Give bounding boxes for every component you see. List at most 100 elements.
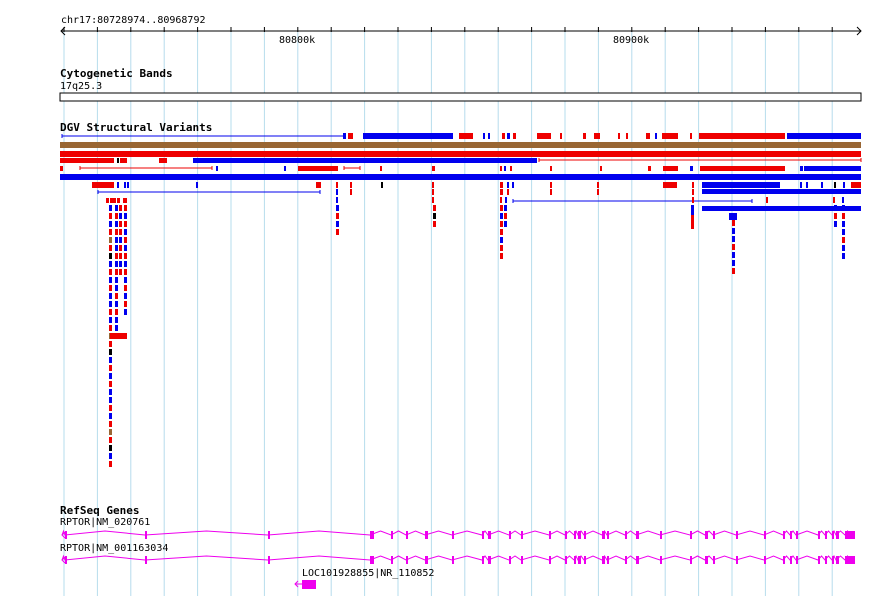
rptor-nm-001163034-exon[interactable] [549, 556, 551, 564]
rptor-nm-001163034-exon[interactable] [690, 556, 692, 564]
variant-feature[interactable] [124, 293, 127, 299]
variant-feature[interactable] [60, 142, 861, 148]
variant-feature[interactable] [537, 133, 551, 139]
variant-feature[interactable] [109, 221, 112, 227]
variant-feature[interactable] [500, 189, 503, 195]
variant-feature[interactable] [690, 133, 692, 139]
rptor-nm-001163034-exon[interactable] [845, 556, 855, 564]
variant-feature[interactable] [702, 189, 861, 194]
variant-feature[interactable] [336, 213, 339, 219]
rptor-nm-001163034-exon[interactable] [818, 556, 820, 564]
variant-feature[interactable] [350, 189, 352, 195]
variant-feature[interactable] [700, 166, 785, 171]
rptor-nm-020761-exon[interactable] [509, 531, 511, 539]
rptor-nm-020761-exon[interactable] [370, 531, 374, 539]
rptor-nm-020761-exon[interactable] [578, 531, 581, 539]
rptor-nm-020761-exon[interactable] [764, 531, 766, 539]
rptor-nm-020761-exon[interactable] [521, 531, 523, 539]
variant-feature[interactable] [732, 260, 735, 266]
variant-feature[interactable] [159, 158, 167, 163]
variant-feature[interactable] [123, 198, 127, 203]
variant-feature[interactable] [109, 405, 112, 411]
rptor-nm-020761-exon[interactable] [713, 531, 715, 539]
variant-feature[interactable] [842, 205, 845, 211]
variant-feature[interactable] [663, 182, 677, 188]
rptor-nm-020761-exon[interactable] [825, 531, 827, 539]
rptor-nm-001163034-exon[interactable] [145, 556, 147, 564]
variant-feature[interactable] [336, 205, 339, 211]
loc101928855-exon[interactable] [302, 580, 316, 589]
variant-feature[interactable] [109, 261, 112, 267]
rptor-nm-020761-exon[interactable] [565, 531, 567, 539]
variant-feature[interactable] [729, 213, 737, 220]
variant-feature[interactable] [109, 269, 112, 275]
variant-feature[interactable] [109, 309, 112, 315]
variant-feature[interactable] [662, 133, 678, 139]
rptor-nm-001163034-exon[interactable] [584, 556, 586, 564]
variant-feature[interactable] [732, 252, 735, 258]
variant-feature[interactable] [119, 261, 122, 267]
rptor-nm-020761-exon[interactable] [549, 531, 551, 539]
variant-feature[interactable] [109, 293, 112, 299]
rptor-nm-001163034-exon[interactable] [488, 556, 491, 564]
variant-feature[interactable] [124, 301, 127, 307]
variant-feature[interactable] [115, 309, 118, 315]
variant-feature[interactable] [109, 213, 112, 219]
rptor-nm-020761-exon[interactable] [660, 531, 662, 539]
rptor-nm-001163034-exon[interactable] [825, 556, 827, 564]
rptor-nm-020761-exon[interactable] [482, 531, 484, 539]
variant-feature[interactable] [500, 205, 503, 211]
variant-feature[interactable] [109, 325, 112, 331]
variant-feature[interactable] [842, 229, 845, 235]
rptor-nm-001163034-exon[interactable] [482, 556, 484, 564]
variant-feature[interactable] [381, 182, 383, 188]
variant-feature[interactable] [512, 182, 514, 188]
variant-feature[interactable] [550, 182, 552, 188]
variant-feature[interactable] [109, 349, 112, 355]
rptor-nm-001163034-exon[interactable] [660, 556, 662, 564]
variant-feature[interactable] [502, 133, 505, 139]
variant-feature[interactable] [124, 269, 127, 275]
variant-feature[interactable] [115, 277, 118, 283]
variant-feature[interactable] [500, 221, 503, 227]
variant-feature[interactable] [92, 182, 114, 188]
variant-feature[interactable] [109, 357, 112, 363]
variant-feature[interactable] [109, 429, 112, 435]
variant-feature[interactable] [109, 253, 112, 259]
variant-feature[interactable] [600, 166, 602, 171]
variant-feature[interactable] [115, 301, 118, 307]
variant-feature[interactable] [702, 206, 861, 211]
variant-feature[interactable] [833, 197, 835, 203]
rptor-nm-001163034-exon[interactable] [636, 556, 639, 564]
rptor-nm-001163034-exon[interactable] [796, 556, 798, 564]
variant-feature[interactable] [692, 182, 694, 188]
variant-feature[interactable] [124, 253, 127, 259]
variant-feature[interactable] [106, 198, 109, 203]
variant-feature[interactable] [594, 133, 600, 139]
variant-feature[interactable] [597, 182, 599, 188]
variant-feature[interactable] [842, 253, 845, 259]
variant-feature[interactable] [550, 166, 552, 171]
variant-feature[interactable] [115, 293, 118, 299]
ruler[interactable] [0, 0, 890, 60]
variant-feature[interactable] [115, 285, 118, 291]
rptor-nm-001163034-exon[interactable] [783, 556, 785, 564]
variant-feature[interactable] [691, 215, 694, 229]
variant-feature[interactable] [513, 133, 516, 139]
variant-feature[interactable] [284, 166, 286, 171]
rptor-nm-001163034-exon[interactable] [452, 556, 454, 564]
variant-feature[interactable] [583, 133, 586, 139]
variant-feature[interactable] [119, 237, 122, 243]
variant-feature[interactable] [115, 261, 118, 267]
variant-feature[interactable] [115, 205, 118, 211]
variant-feature[interactable] [500, 166, 502, 171]
rptor-nm-020761-exon[interactable] [783, 531, 785, 539]
rptor-nm-001163034-exon[interactable] [607, 556, 609, 564]
variant-feature[interactable] [124, 213, 127, 219]
variant-feature[interactable] [117, 182, 119, 188]
variant-feature[interactable] [110, 333, 127, 339]
rptor-nm-020761-exon[interactable] [145, 531, 147, 539]
variant-feature[interactable] [834, 221, 837, 227]
variant-feature[interactable] [834, 205, 837, 211]
rptor-nm-001163034-exon[interactable] [602, 556, 605, 564]
